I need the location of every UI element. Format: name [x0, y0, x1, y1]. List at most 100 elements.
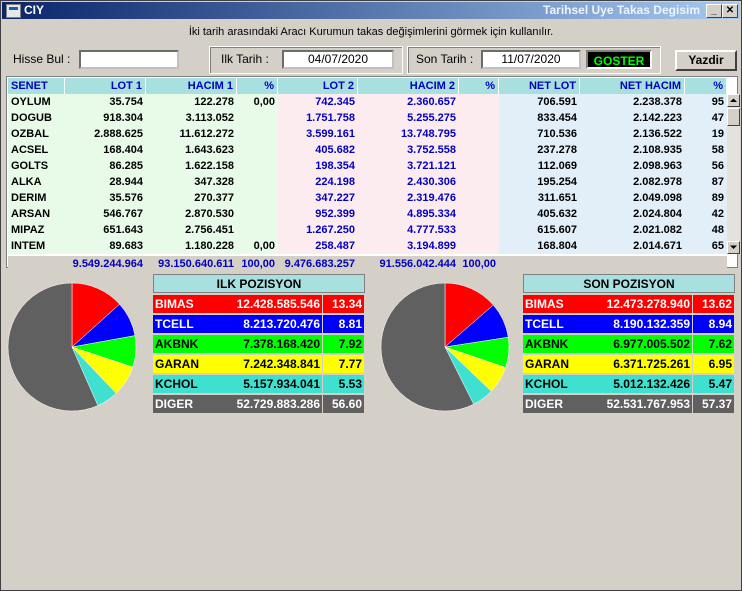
cell-nethacim: 2.049.098	[580, 190, 685, 206]
cell-senet[interactable]: INTEM	[8, 238, 65, 254]
header-pct3[interactable]: %	[685, 78, 727, 94]
stock-value: 52.729.883.286	[221, 395, 322, 413]
son-tarih-group	[407, 46, 661, 74]
minimize-button[interactable]: _	[706, 4, 722, 18]
cell-pct1	[237, 142, 278, 158]
son-pozisyon-row-bimas: BIMAS 12.473.278.940 13.62	[523, 295, 735, 313]
cell-nethacim: 2.238.378	[580, 94, 685, 110]
cell-pct2	[459, 174, 499, 190]
stock-name: AKBNK	[523, 335, 591, 353]
cell-pct3: 19	[685, 126, 727, 142]
total-pct1: 100,00	[237, 255, 278, 271]
pie-slice-bimas	[71, 282, 120, 348]
header-hacim2[interactable]: HACIM 2	[358, 78, 459, 94]
yazdir-button[interactable]: Yazdir	[675, 50, 737, 71]
total-senet	[8, 255, 65, 271]
son-tarih-label: Son Tarih :	[416, 52, 474, 66]
stock-name: DIGER	[523, 395, 591, 413]
ilk-pozisyon-row-akbnk: AKBNK 7.378.168.420 7.92	[153, 335, 365, 353]
cell-pct1: 0,00	[237, 238, 278, 254]
cell-hacim1: 1.622.158	[146, 158, 237, 174]
cell-hacim2: 5.255.275	[358, 110, 459, 126]
ilk-pozisyon-row-kchol: KCHOL 5.157.934.041 5.53	[153, 375, 365, 393]
son-pozisyon-row-akbnk: AKBNK 6.977.005.502 7.62	[523, 335, 735, 353]
total-nethacim	[580, 255, 685, 271]
total-lot1: 9.549.244.964	[65, 255, 146, 271]
header-nethacim[interactable]: NET HACIM	[580, 78, 685, 94]
arrow-up-icon	[730, 98, 737, 102]
header-lot1[interactable]: LOT 1	[65, 78, 146, 94]
info-text: İki tarih arasındaki Aracı Kurumun takas…	[188, 26, 554, 38]
total-hacim2: 91.556.042.444	[358, 255, 459, 271]
data-grid: SENET LOT 1 HACIM 1% LOT 2 HACIM 2% NET LOT NE…	[6, 76, 740, 271]
total-pct3	[685, 255, 727, 271]
cell-netlot: 311.651	[499, 190, 580, 206]
vertical-scrollbar[interactable]	[727, 94, 740, 254]
cell-pct1	[237, 126, 278, 142]
son-pozisyon-title: SON POZISYON	[523, 274, 735, 293]
cell-pct3: 56	[685, 158, 727, 174]
title-bar[interactable]: CIY Tarihsel Uye Takas Degisim _ ✕	[2, 2, 740, 19]
header-lot2[interactable]: LOT 2	[278, 78, 358, 94]
cell-hacim1: 3.113.052	[146, 110, 237, 126]
stock-value: 8.213.720.476	[221, 315, 322, 333]
cell-nethacim: 2.021.082	[580, 222, 685, 238]
pie-slice-diger	[380, 282, 474, 412]
cell-senet[interactable]: ARSAN	[8, 206, 65, 222]
header-netlot[interactable]: NET LOT	[499, 78, 580, 94]
stock-name: BIMAS	[153, 295, 221, 313]
cell-lot2: 258.487	[278, 238, 358, 254]
cell-pct2	[459, 142, 499, 158]
cell-pct3: 47	[685, 110, 727, 126]
cell-hacim2: 4.777.533	[358, 222, 459, 238]
cell-lot2: 347.227	[278, 190, 358, 206]
cell-hacim1: 11.612.272	[146, 126, 237, 142]
cell-netlot: 833.454	[499, 110, 580, 126]
stock-value: 8.190.132.359	[591, 315, 692, 333]
ilk-pozisyon-title: ILK POZISYON	[153, 274, 365, 293]
cell-nethacim: 2.142.223	[580, 110, 685, 126]
header-pct1[interactable]: %	[237, 78, 278, 94]
cell-senet[interactable]: DERIM	[8, 190, 65, 206]
cell-lot1: 86.285	[65, 158, 146, 174]
scroll-up-button[interactable]	[727, 94, 740, 107]
scroll-down-button[interactable]	[727, 241, 740, 254]
close-button[interactable]: ✕	[722, 4, 738, 18]
cell-hacim1: 270.377	[146, 190, 237, 206]
total-lot2: 9.476.683.257	[278, 255, 358, 271]
header-hacim1[interactable]: HACIM 1	[146, 78, 237, 94]
ilk-pozisyon-row-diger: DIGER 52.729.883.286 56.60	[153, 395, 365, 413]
cell-lot2: 405.682	[278, 142, 358, 158]
cell-pct2	[459, 222, 499, 238]
cell-nethacim: 2.108.935	[580, 142, 685, 158]
son-tarih-field[interactable]: 11/07/2020	[481, 50, 581, 69]
goster-button[interactable]: GOSTER	[586, 50, 652, 69]
scroll-thumb[interactable]	[727, 108, 740, 126]
cell-netlot: 195.254	[499, 174, 580, 190]
cell-senet[interactable]: DOGUB	[8, 110, 65, 126]
total-hacim1: 93.150.640.611	[146, 255, 237, 271]
cell-senet[interactable]: GOLTS	[8, 158, 65, 174]
stock-percent: 5.47	[693, 375, 734, 393]
cell-senet[interactable]: MIPAZ	[8, 222, 65, 238]
cell-senet[interactable]: OYLUM	[8, 94, 65, 110]
cell-senet[interactable]: ALKA	[8, 174, 65, 190]
stock-value: 6.977.005.502	[591, 335, 692, 353]
ilk-tarih-group	[209, 46, 403, 74]
hisse-search-input[interactable]	[79, 50, 179, 69]
ilk-pozisyon-row-garan: GARAN 7.242.348.841 7.77	[153, 355, 365, 373]
ilk-tarih-field[interactable]: 04/07/2020	[282, 50, 394, 69]
header-senet[interactable]: SENET	[8, 78, 65, 94]
cell-hacim1: 122.278	[146, 94, 237, 110]
cell-lot1: 89.683	[65, 238, 146, 254]
cell-pct1	[237, 158, 278, 174]
stock-percent: 5.53	[323, 375, 364, 393]
cell-lot1: 28.944	[65, 174, 146, 190]
cell-senet[interactable]: ACSEL	[8, 142, 65, 158]
cell-hacim2: 3.752.558	[358, 142, 459, 158]
stock-value: 6.371.725.261	[591, 355, 692, 373]
total-netlot	[499, 255, 580, 271]
cell-hacim2: 2.360.657	[358, 94, 459, 110]
cell-senet[interactable]: OZBAL	[8, 126, 65, 142]
header-pct2[interactable]: %	[459, 78, 499, 94]
